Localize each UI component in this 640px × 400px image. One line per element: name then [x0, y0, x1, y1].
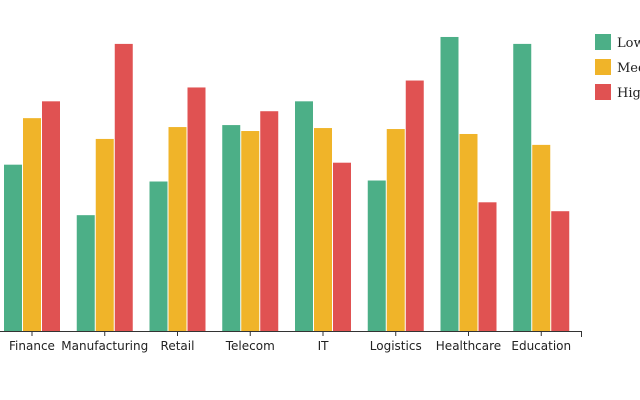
legend-swatch-high: [595, 84, 611, 100]
bar-manufacturing-low: [76, 215, 95, 331]
x-tick-label: Retail: [161, 339, 195, 353]
bar-logistics-low: [367, 180, 386, 331]
bar-logistics-medium: [386, 129, 405, 331]
bar-finance-high: [42, 101, 60, 331]
bar-it-high: [333, 162, 351, 331]
x-tick-label: Manufacturing: [61, 339, 148, 353]
x-tick-label: Telecom: [225, 339, 275, 353]
bar-retail-low: [149, 181, 168, 331]
bar-manufacturing-medium: [95, 138, 114, 331]
bar-education-medium: [532, 144, 551, 331]
bar-healthcare-low: [440, 36, 459, 331]
bar-manufacturing-high: [114, 43, 133, 332]
bar-healthcare-medium: [459, 133, 478, 331]
legend-swatch-low: [595, 34, 611, 50]
bar-telecom-low: [222, 125, 241, 331]
legend: Low Medium High: [595, 34, 640, 101]
x-tick-label: Healthcare: [436, 339, 501, 353]
legend-label-high: High: [617, 86, 640, 101]
bars-layer: [4, 36, 570, 332]
bar-telecom-high: [260, 111, 279, 331]
bar-retail-medium: [168, 127, 187, 331]
x-tick-label: IT: [318, 339, 330, 353]
bar-telecom-medium: [241, 131, 260, 331]
legend-label-low: Low: [617, 36, 640, 51]
bar-education-low: [513, 43, 532, 332]
bar-retail-high: [187, 87, 206, 332]
x-tick-labels: Finance Manufacturing Retail Telecom IT Logis…: [9, 339, 571, 353]
bar-it-low: [295, 101, 313, 331]
bar-education-high: [551, 211, 570, 331]
x-tick-label: Logistics: [370, 339, 422, 353]
x-tick-label: Education: [511, 339, 571, 353]
bar-logistics-high: [405, 80, 424, 331]
legend-swatch-medium: [595, 59, 611, 75]
bar-finance-medium: [23, 118, 41, 332]
x-tick-label: Finance: [9, 339, 55, 353]
bar-it-medium: [314, 128, 332, 331]
bar-healthcare-high: [478, 202, 497, 331]
bar-finance-low: [4, 164, 22, 331]
legend-label-medium: Medium: [617, 61, 640, 76]
x-ticks: [31, 331, 582, 337]
